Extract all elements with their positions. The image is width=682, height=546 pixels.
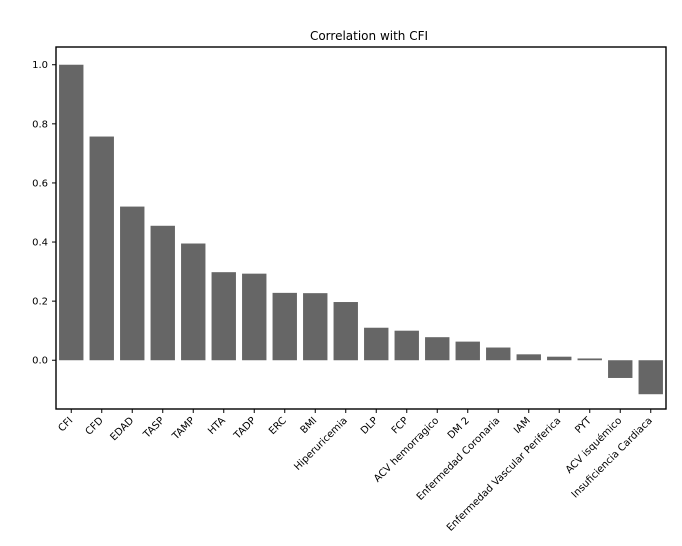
bar-9 <box>333 302 358 361</box>
y-tick-label-2: 0.4 <box>32 238 48 249</box>
bars-group <box>59 64 663 395</box>
bar-13 <box>455 341 480 361</box>
bar-6 <box>242 273 267 361</box>
bar-4 <box>181 243 206 361</box>
bar-17 <box>577 358 602 361</box>
y-tick-label-1: 0.2 <box>32 297 48 308</box>
bar-11 <box>394 330 419 361</box>
bar-16 <box>547 356 572 361</box>
y-tick-label-5: 1.0 <box>32 60 48 71</box>
bar-19 <box>638 360 663 395</box>
bar-18 <box>608 360 633 378</box>
chart-title: Correlation with CFI <box>310 29 428 43</box>
bar-10 <box>364 327 389 361</box>
y-tick-label-4: 0.8 <box>32 119 48 130</box>
bar-0 <box>59 64 84 361</box>
bar-8 <box>303 293 328 361</box>
bar-12 <box>425 337 450 361</box>
bar-1 <box>89 136 114 361</box>
y-tick-label-3: 0.6 <box>32 178 48 189</box>
y-tick-label-0: 0.0 <box>32 356 48 367</box>
bar-5 <box>211 272 236 361</box>
bar-14 <box>486 347 511 361</box>
plot-frame <box>55 46 667 410</box>
bar-3 <box>150 225 175 361</box>
bar-2 <box>120 206 145 361</box>
bar-7 <box>272 292 297 361</box>
bar-15 <box>516 354 541 361</box>
